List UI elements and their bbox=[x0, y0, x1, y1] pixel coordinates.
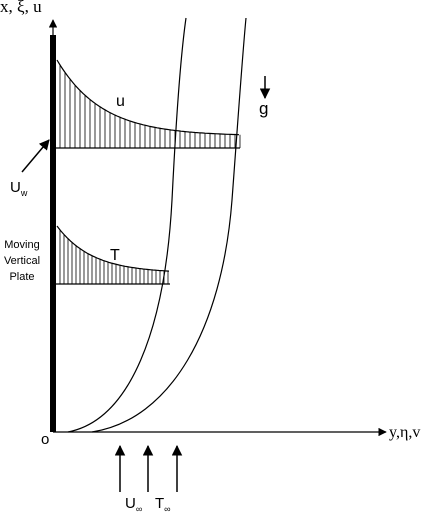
plate-label: Plate bbox=[9, 271, 34, 283]
vertical-axis-label: x, ξ, u bbox=[0, 0, 42, 16]
free-stream-temperature-label: T∞ bbox=[155, 495, 171, 513]
thermal-boundary-edge bbox=[67, 17, 187, 433]
wall-velocity-arrow bbox=[21, 139, 50, 173]
hatching bbox=[59, 64, 241, 284]
horizontal-axis-label: y,η,v bbox=[389, 424, 420, 441]
gravity-label: g bbox=[259, 99, 268, 118]
temperature-label: T bbox=[110, 247, 120, 264]
velocity-boundary-edge bbox=[91, 17, 247, 433]
plate-label: Moving bbox=[4, 239, 39, 251]
velocity-label: u bbox=[116, 93, 125, 110]
free-stream-velocity-label: U∞ bbox=[125, 495, 142, 513]
origin-label: o bbox=[41, 431, 49, 448]
temperature-profile bbox=[56, 225, 170, 272]
plate-label: Vertical bbox=[4, 255, 40, 267]
wall-velocity-label: Uw bbox=[10, 179, 28, 198]
velocity-profile bbox=[56, 59, 240, 136]
